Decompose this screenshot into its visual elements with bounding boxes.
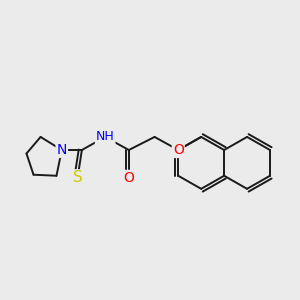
Text: NH: NH	[96, 130, 115, 143]
Text: S: S	[73, 170, 82, 185]
Text: O: O	[123, 171, 134, 185]
Text: N: N	[57, 143, 67, 157]
Text: O: O	[173, 143, 184, 157]
